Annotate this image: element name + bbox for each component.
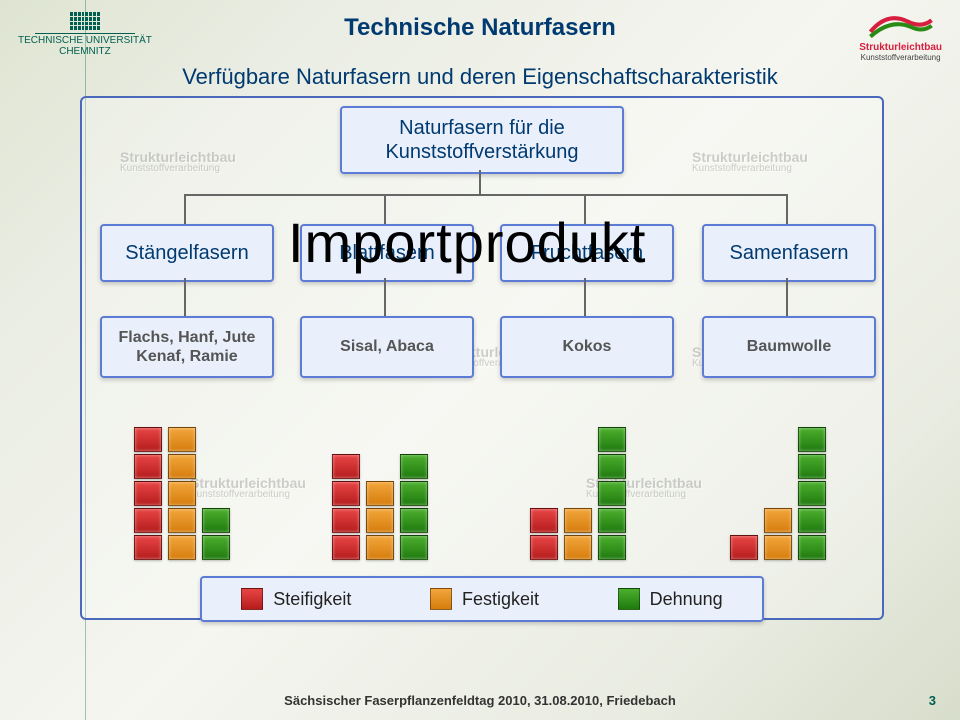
bar-segment (202, 535, 230, 560)
connector (584, 278, 586, 316)
connector (184, 194, 788, 196)
bar-column (798, 427, 826, 560)
bar-segment (598, 535, 626, 560)
bar-segment (564, 535, 592, 560)
bar-column (598, 427, 626, 560)
bar-segment (530, 508, 558, 533)
bar-group (724, 410, 834, 560)
connector (786, 194, 788, 224)
legend-label: Festigkeit (462, 589, 539, 610)
tree-root: Naturfasern für die Kunststoffverstärkun… (340, 106, 624, 174)
bar-group (524, 410, 634, 560)
legend-label: Dehnung (650, 589, 723, 610)
logo-brand-1: Strukturleichtbau (859, 42, 942, 53)
overlay-text: Importprodukt (288, 210, 647, 275)
bar-segment (798, 508, 826, 533)
bar-segment (400, 535, 428, 560)
legend-item: Dehnung (618, 588, 723, 610)
bar-segment (798, 481, 826, 506)
bar-column (400, 454, 428, 560)
slide: TECHNISCHE UNIVERSITÄT CHEMNITZ Technisc… (0, 0, 960, 720)
bar-segment (332, 535, 360, 560)
example-box: Flachs, Hanf, Jute Kenaf, Ramie (100, 316, 274, 378)
logo-brand-2: Kunststoffverarbeitung (861, 53, 941, 62)
connector (786, 278, 788, 316)
bar-segment (134, 535, 162, 560)
page-number: 3 (929, 693, 936, 708)
bar-segment (598, 454, 626, 479)
legend-label: Steifigkeit (273, 589, 351, 610)
bar-segment (400, 481, 428, 506)
bar-segment (798, 454, 826, 479)
bar-segment (400, 454, 428, 479)
page-title: Technische Naturfasern (0, 14, 960, 42)
bar-segment (366, 535, 394, 560)
bar-column (764, 508, 792, 560)
bar-segment (134, 454, 162, 479)
bar-column (332, 454, 360, 560)
bar-segment (530, 535, 558, 560)
connector (184, 194, 186, 224)
subtitle: Verfügbare Naturfasern und deren Eigensc… (0, 64, 960, 90)
bar-segment (798, 427, 826, 452)
bar-column (730, 535, 758, 560)
bar-segment (168, 508, 196, 533)
swatch-orange (430, 588, 452, 610)
bar-segment (168, 454, 196, 479)
bar-segment (798, 535, 826, 560)
bar-segment (332, 508, 360, 533)
swatch-red (241, 588, 263, 610)
legend-item: Festigkeit (430, 588, 539, 610)
category-box: Samenfasern (702, 224, 876, 282)
bar-segment (134, 481, 162, 506)
watermark: StrukturleichtbauKunststoffverarbeitung (120, 150, 236, 174)
category-box: Stängelfasern (100, 224, 274, 282)
bar-segment (598, 427, 626, 452)
bar-segment (202, 508, 230, 533)
connector (479, 170, 481, 194)
bar-segment (564, 508, 592, 533)
bar-column (168, 427, 196, 560)
bar-segment (332, 454, 360, 479)
bar-segment (168, 427, 196, 452)
bar-column (366, 481, 394, 560)
bar-group (326, 410, 436, 560)
bar-column (202, 508, 230, 560)
bar-segment (366, 481, 394, 506)
bar-segment (764, 508, 792, 533)
bar-segment (598, 508, 626, 533)
bar-segment (134, 427, 162, 452)
bar-column (530, 508, 558, 560)
bar-segment (134, 508, 162, 533)
bar-column (564, 508, 592, 560)
connector (384, 278, 386, 316)
legend-item: Steifigkeit (241, 588, 351, 610)
bar-segment (730, 535, 758, 560)
example-box: Sisal, Abaca (300, 316, 474, 378)
connector (184, 278, 186, 316)
example-box: Baumwolle (702, 316, 876, 378)
swatch-green (618, 588, 640, 610)
bar-column (134, 427, 162, 560)
footer-text: Sächsischer Faserpflanzenfeldtag 2010, 3… (0, 693, 960, 708)
bar-segment (764, 535, 792, 560)
bar-group (128, 410, 238, 560)
example-box: Kokos (500, 316, 674, 378)
uni-name-2: CHEMNITZ (59, 46, 111, 57)
bar-segment (332, 481, 360, 506)
bar-segment (366, 508, 394, 533)
bar-segment (168, 535, 196, 560)
slk-swoosh-icon (866, 8, 936, 42)
slk-logo: Strukturleichtbau Kunststoffverarbeitung (859, 8, 942, 62)
bar-segment (400, 508, 428, 533)
legend: Steifigkeit Festigkeit Dehnung (200, 576, 764, 622)
watermark: StrukturleichtbauKunststoffverarbeitung (692, 150, 808, 174)
bar-segment (168, 481, 196, 506)
bar-segment (598, 481, 626, 506)
